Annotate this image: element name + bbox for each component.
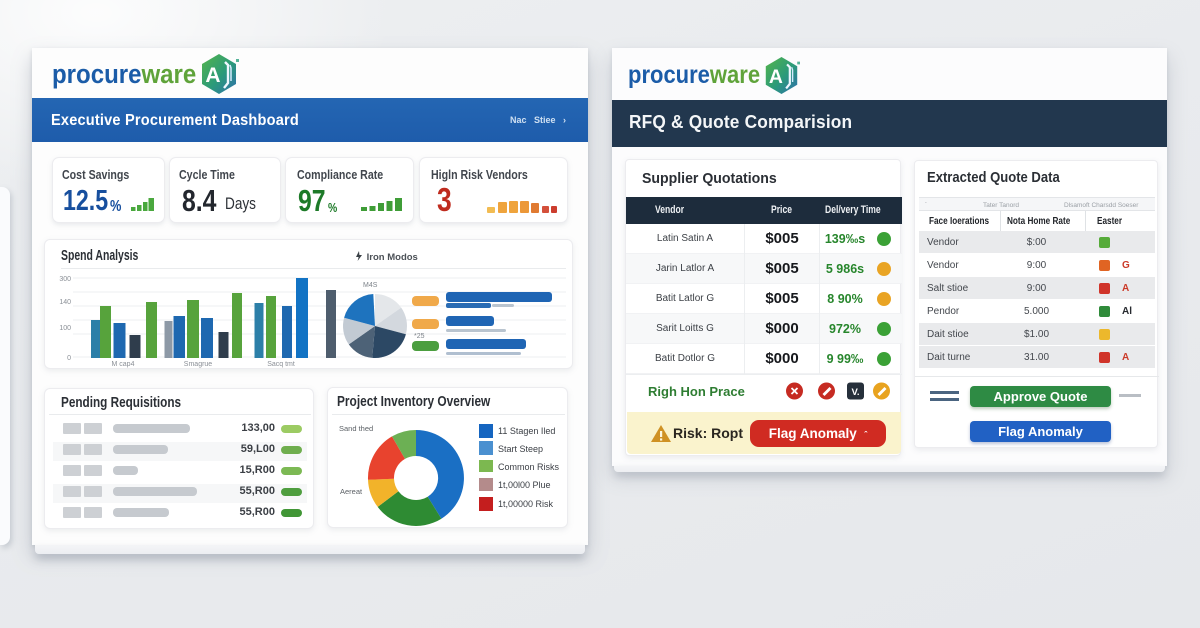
svg-text:Sacq tmt: Sacq tmt (267, 361, 295, 368)
svg-text:1t,00l00 Plue: 1t,00l00 Plue (498, 480, 551, 490)
svg-text:Sand thed: Sand thed (339, 424, 373, 433)
svg-text:Common Risks: Common Risks (498, 462, 560, 472)
svg-text:V.: V. (851, 387, 859, 398)
svg-text:M cap4: M cap4 (112, 361, 135, 368)
svg-text:Smagrue: Smagrue (184, 361, 213, 368)
svg-text:*25: *25 (414, 333, 425, 340)
svg-text:1t,00000 Risk: 1t,00000 Risk (498, 499, 554, 509)
svg-text:140: 140 (59, 299, 71, 306)
svg-text:Start Steep: Start Steep (498, 444, 543, 454)
svg-text:Aereat: Aereat (340, 487, 363, 496)
svg-text:100: 100 (59, 325, 71, 332)
svg-text:0: 0 (67, 355, 71, 362)
svg-text:A: A (769, 65, 783, 87)
svg-text:M4S: M4S (363, 282, 378, 289)
svg-text:11 Stagen Iled: 11 Stagen Iled (498, 426, 555, 436)
svg-text:300: 300 (59, 276, 71, 283)
svg-text:A: A (205, 64, 220, 87)
